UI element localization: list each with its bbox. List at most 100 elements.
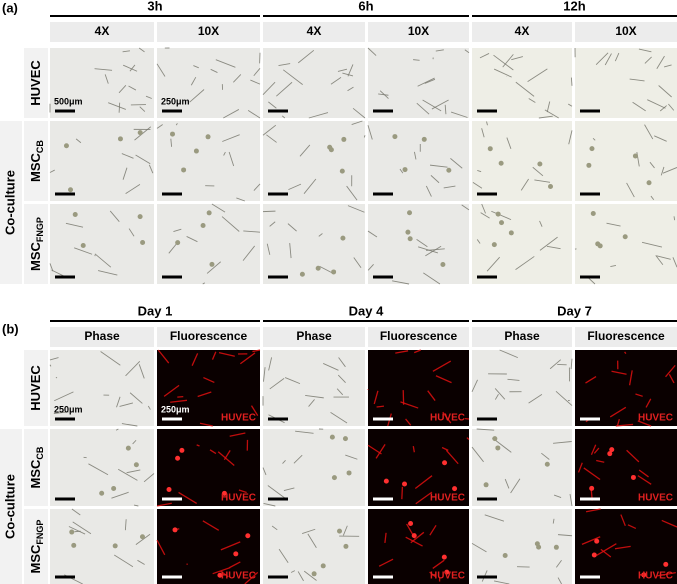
strand	[156, 124, 163, 129]
row-label-sub: FNGP	[35, 520, 45, 545]
strand	[133, 504, 139, 507]
strand	[425, 185, 432, 197]
cluster	[139, 534, 145, 540]
column-header: 4X	[515, 24, 530, 38]
strand	[662, 167, 677, 174]
strand	[352, 107, 366, 119]
strand	[104, 74, 109, 84]
strand	[243, 230, 261, 233]
strand	[466, 437, 470, 440]
strand	[71, 508, 81, 516]
strand	[600, 548, 612, 558]
strand	[252, 349, 261, 353]
panel-label: (a)	[2, 0, 18, 15]
panel-label: (b)	[2, 321, 19, 336]
column-header-bg	[472, 327, 572, 347]
strand	[124, 519, 127, 531]
strand	[117, 468, 138, 481]
image-label: HUVEC	[638, 413, 673, 424]
strand	[330, 411, 348, 424]
strand	[376, 405, 385, 408]
strand	[121, 423, 138, 427]
strand	[450, 158, 463, 169]
strand	[541, 452, 550, 460]
cluster	[402, 481, 408, 487]
cluster	[112, 543, 118, 549]
strand	[661, 519, 677, 528]
column-header-bg	[50, 327, 154, 347]
strand	[413, 59, 420, 61]
strand	[611, 370, 627, 375]
image-label: HUVEC	[221, 571, 256, 582]
column-header: Fluorescence	[587, 329, 665, 343]
strand	[189, 89, 205, 103]
cluster	[200, 223, 206, 229]
image-label: HUVEC	[430, 571, 465, 582]
strand	[116, 396, 121, 408]
strand	[442, 411, 452, 424]
row-label-main: MSC	[28, 152, 43, 182]
cluster	[646, 180, 652, 186]
image-bg	[368, 350, 469, 426]
cluster	[597, 243, 603, 249]
image-bg	[263, 350, 365, 426]
cluster	[137, 130, 143, 136]
cluster	[421, 136, 427, 142]
cluster	[663, 561, 669, 567]
strand	[367, 264, 374, 271]
strand	[303, 178, 317, 194]
strand	[269, 221, 276, 227]
column-header-bg	[472, 22, 572, 42]
cluster	[594, 538, 600, 544]
strand	[190, 76, 197, 86]
strand	[486, 256, 501, 272]
micrograph	[262, 204, 365, 284]
row-label-main: MSC	[28, 544, 43, 574]
strand	[367, 125, 373, 140]
strand	[268, 357, 273, 371]
group-header: 12h	[563, 0, 585, 13]
strand	[528, 393, 543, 404]
cluster	[299, 271, 305, 277]
strand	[191, 353, 199, 366]
micrograph	[471, 349, 573, 426]
strand	[553, 441, 572, 444]
strand	[626, 449, 640, 463]
strand	[175, 123, 178, 126]
row-label-sub: CB	[35, 140, 45, 153]
image-bg	[368, 429, 469, 506]
strand	[250, 405, 259, 416]
row-label: HUVEC	[28, 365, 43, 411]
strand	[637, 420, 652, 427]
strand	[342, 525, 348, 536]
strand	[414, 475, 433, 490]
strand	[145, 95, 152, 99]
strand	[484, 514, 505, 522]
strand	[658, 85, 672, 98]
strand	[94, 253, 112, 268]
micrograph	[574, 204, 677, 285]
strand	[595, 52, 609, 65]
strand	[308, 112, 329, 119]
cluster	[166, 486, 172, 492]
strand	[282, 460, 286, 464]
strand	[650, 195, 655, 201]
strand	[399, 168, 404, 174]
strand	[263, 502, 276, 507]
strand	[278, 548, 289, 564]
image-bg	[575, 48, 677, 118]
strand	[569, 494, 573, 507]
cluster	[315, 265, 321, 271]
cluster	[495, 445, 501, 451]
strand	[242, 245, 256, 261]
strand	[435, 49, 444, 52]
strand	[587, 277, 596, 285]
cluster	[487, 146, 493, 152]
strand	[568, 130, 573, 145]
strand	[664, 64, 672, 68]
micrograph	[49, 121, 154, 201]
cluster	[492, 436, 498, 442]
strand	[553, 494, 562, 499]
strand	[647, 99, 666, 109]
micrograph	[262, 120, 366, 201]
